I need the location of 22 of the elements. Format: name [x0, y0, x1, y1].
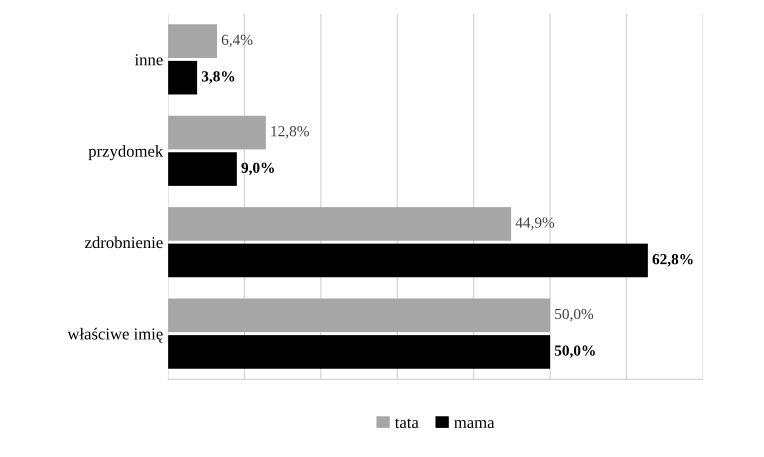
- y-tick-label: inne: [134, 54, 163, 66]
- bar: [168, 244, 648, 278]
- bar: [168, 60, 198, 95]
- bar: [168, 24, 217, 58]
- bar: [168, 207, 512, 241]
- data-label: 9,0%: [241, 162, 274, 176]
- data-label: 44,9%: [516, 217, 554, 230]
- y-tick-label: właściwe imię: [67, 328, 163, 343]
- data-label: 62,8%: [652, 254, 693, 267]
- data-label: 50,0%: [554, 345, 595, 358]
- data-label: 12,8%: [271, 126, 309, 139]
- bar: [168, 298, 550, 332]
- y-tick-label: zdrobnienie: [84, 236, 163, 248]
- legend-label: tata: [394, 418, 419, 428]
- data-label: 50,0%: [555, 308, 594, 322]
- bar: [168, 116, 266, 150]
- bar: [168, 335, 550, 369]
- bar: [168, 152, 237, 186]
- data-label: 6,4%: [222, 34, 252, 48]
- y-tick-label: przydomek: [88, 145, 164, 160]
- data-label: 3,8%: [202, 71, 234, 84]
- legend-label: mama: [454, 420, 494, 428]
